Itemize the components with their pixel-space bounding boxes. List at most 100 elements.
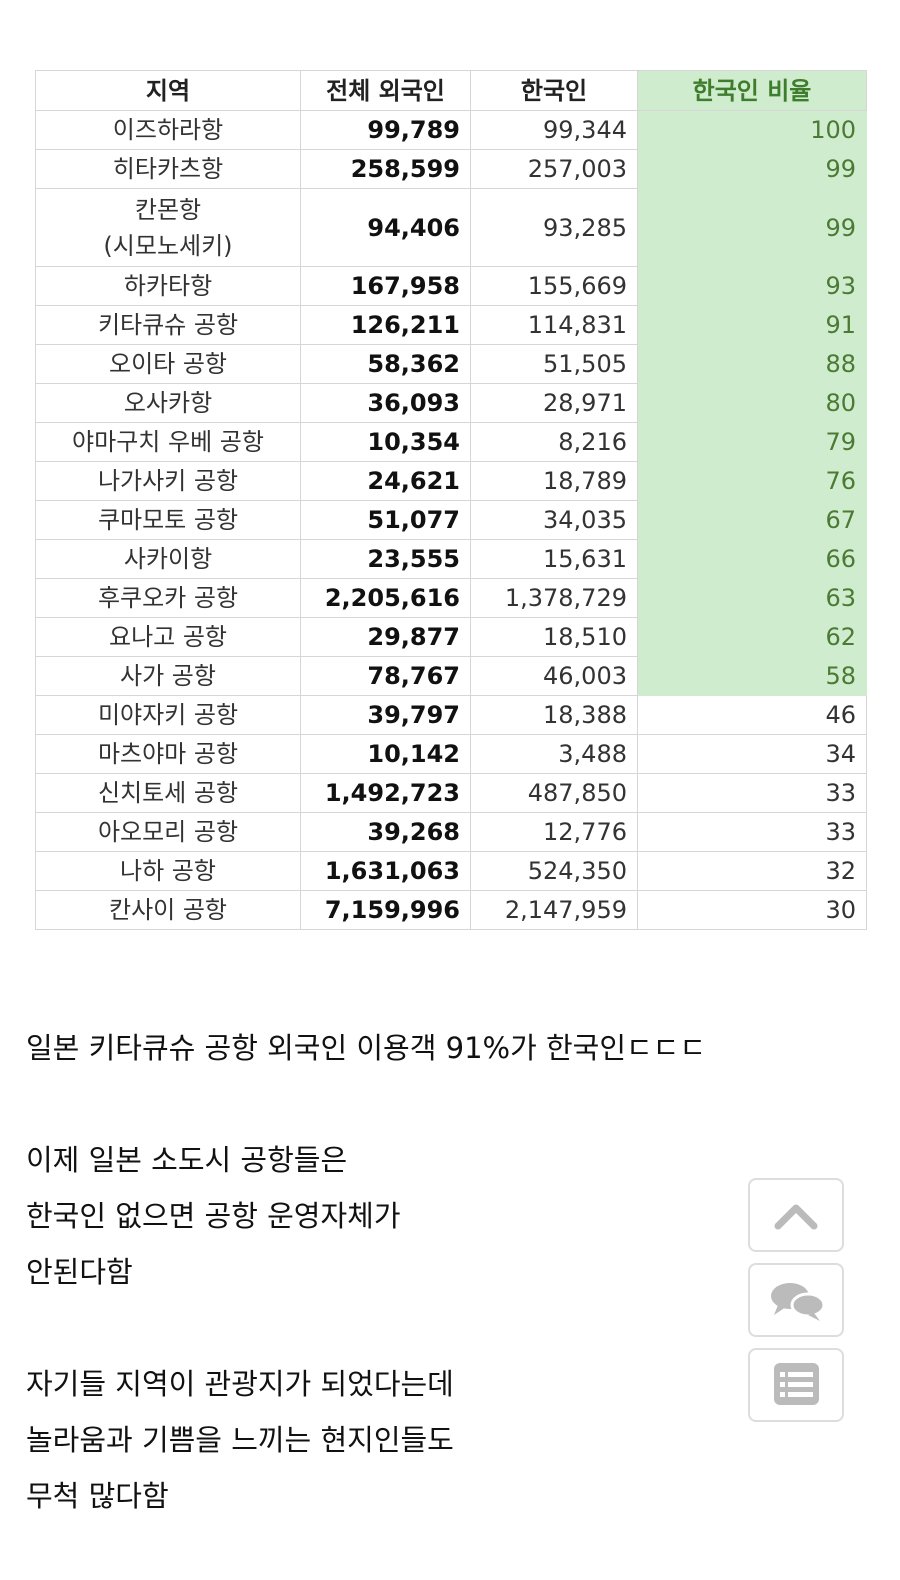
table-row: 후쿠오카 공항 2,205,616 1,378,729 63 (35, 578, 867, 618)
table-cell: 114,831 (470, 305, 638, 345)
table-row: 오이타 공항 58,362 51,505 88 (35, 344, 867, 384)
table-cell: 126,211 (300, 305, 471, 345)
table-cell: 칸사이 공항 (35, 890, 301, 930)
table-cell: 63 (637, 578, 867, 618)
table-row: 사가 공항 78,767 46,003 58 (35, 656, 867, 696)
text-line: 안된다함 (26, 1255, 133, 1289)
table-cell: 76 (637, 461, 867, 501)
table-cell: 18,789 (470, 461, 638, 501)
table-cell: 7,159,996 (300, 890, 471, 930)
table-row: 아오모리 공항 39,268 12,776 33 (35, 812, 867, 852)
table-cell: 12,776 (470, 812, 638, 852)
table-cell: 67 (637, 500, 867, 540)
table-cell: 28,971 (470, 383, 638, 423)
table-cell: 오사카항 (35, 383, 301, 423)
table-cell: 히타카츠항 (35, 149, 301, 189)
text-line: 무척 많다함 (26, 1479, 169, 1513)
table-cell: 62 (637, 617, 867, 657)
table-cell: 258,599 (300, 149, 471, 189)
table-cell: 46 (637, 695, 867, 735)
table-cell: 1,492,723 (300, 773, 471, 813)
table-cell: 야마구치 우베 공항 (35, 422, 301, 462)
table-cell: 신치토세 공항 (35, 773, 301, 813)
table-row: 사카이항 23,555 15,631 66 (35, 539, 867, 579)
table-cell: 오이타 공항 (35, 344, 301, 384)
table-row: 쿠마모토 공항 51,077 34,035 67 (35, 500, 867, 540)
table-cell: 99,344 (470, 110, 638, 150)
table-cell: 91 (637, 305, 867, 345)
table-cell: 36,093 (300, 383, 471, 423)
table-row: 이즈하라항 99,789 99,344 100 (35, 110, 867, 150)
table-cell: 79 (637, 422, 867, 462)
table-cell: 나하 공항 (35, 851, 301, 891)
table-row: 칸사이 공항 7,159,996 2,147,959 30 (35, 890, 867, 930)
table-cell: 18,388 (470, 695, 638, 735)
table-row: 하카타항 167,958 155,669 93 (35, 266, 867, 306)
data-table: 지역 전체 외국인 한국인 한국인 비율 이즈하라항 99,789 99,344 100 히타… (35, 70, 867, 930)
table-cell: 88 (637, 344, 867, 384)
table-cell: 23,555 (300, 539, 471, 579)
table-cell: 사가 공항 (35, 656, 301, 696)
header-cell: 전체 외국인 (300, 70, 471, 111)
table-cell: 487,850 (470, 773, 638, 813)
table-cell: 39,268 (300, 812, 471, 852)
table-cell: 58 (637, 656, 867, 696)
table-row: 키타큐슈 공항 126,211 114,831 91 (35, 305, 867, 345)
table-cell: 257,003 (470, 149, 638, 189)
scroll-top-button[interactable] (748, 1178, 844, 1252)
comment-icon (771, 1283, 826, 1321)
table-cell: 쿠마모토 공항 (35, 500, 301, 540)
table-cell: 사카이항 (35, 539, 301, 579)
table-row: 야마구치 우베 공항 10,354 8,216 79 (35, 422, 867, 462)
table-cell: 키타큐슈 공항 (35, 305, 301, 345)
table-cell: 아오모리 공항 (35, 812, 301, 852)
table-cell: 2,205,616 (300, 578, 471, 618)
table-cell: 524,350 (470, 851, 638, 891)
header-row: 지역 전체 외국인 한국인 한국인 비율 (35, 70, 867, 111)
table-row: 미야자키 공항 39,797 18,388 46 (35, 695, 867, 735)
table-cell: 나가사키 공항 (35, 461, 301, 501)
table-cell: 1,631,063 (300, 851, 471, 891)
table-cell: 30 (637, 890, 867, 930)
table-row: 칸몬항 (시모노세키) 94,406 93,285 99 (35, 188, 867, 267)
table-cell: 100 (637, 110, 867, 150)
table-cell: 33 (637, 773, 867, 813)
comments-button[interactable] (748, 1263, 844, 1337)
table-row: 나가사키 공항 24,621 18,789 76 (35, 461, 867, 501)
table-cell: 3,488 (470, 734, 638, 774)
list-icon (774, 1363, 819, 1405)
table-cell: 18,510 (470, 617, 638, 657)
table-cell: 34,035 (470, 500, 638, 540)
table-cell: 34 (637, 734, 867, 774)
text-line: 이제 일본 소도시 공항들은 (26, 1143, 348, 1177)
table-cell: 미야자키 공항 (35, 695, 301, 735)
table-cell: 80 (637, 383, 867, 423)
table-cell: 32 (637, 851, 867, 891)
table-cell: 33 (637, 812, 867, 852)
list-button[interactable] (748, 1348, 844, 1422)
table-cell: 칸몬항 (시모노세키) (35, 188, 301, 267)
table-cell: 29,877 (300, 617, 471, 657)
text-line: 자기들 지역이 관광지가 되었다는데 (26, 1367, 454, 1401)
table-cell: 94,406 (300, 188, 471, 267)
table-cell: 15,631 (470, 539, 638, 579)
table-cell: 78,767 (300, 656, 471, 696)
table-row: 히타카츠항 258,599 257,003 99 (35, 149, 867, 189)
text-line: 일본 키타큐슈 공항 외국인 이용객 91%가 한국인ㄷㄷㄷ (26, 1031, 707, 1065)
table-cell: 93,285 (470, 188, 638, 267)
table-cell: 후쿠오카 공항 (35, 578, 301, 618)
table-cell: 하카타항 (35, 266, 301, 306)
table-row: 오사카항 36,093 28,971 80 (35, 383, 867, 423)
text-line: 놀라움과 기쁨을 느끼는 현지인들도 (26, 1423, 454, 1457)
post-body: 일본 키타큐슈 공항 외국인 이용객 91%가 한국인ㄷㄷㄷ 이제 일본 소도시 … (26, 1020, 706, 1580)
table-cell: 10,354 (300, 422, 471, 462)
table-cell: 99 (637, 188, 867, 267)
table-cell: 이즈하라항 (35, 110, 301, 150)
paragraph: 일본 키타큐슈 공항 외국인 이용객 91%가 한국인ㄷㄷㄷ (26, 1020, 706, 1076)
table-cell: 99 (637, 149, 867, 189)
text-line: 한국인 없으면 공항 운영자체가 (26, 1199, 401, 1233)
table-cell: 10,142 (300, 734, 471, 774)
